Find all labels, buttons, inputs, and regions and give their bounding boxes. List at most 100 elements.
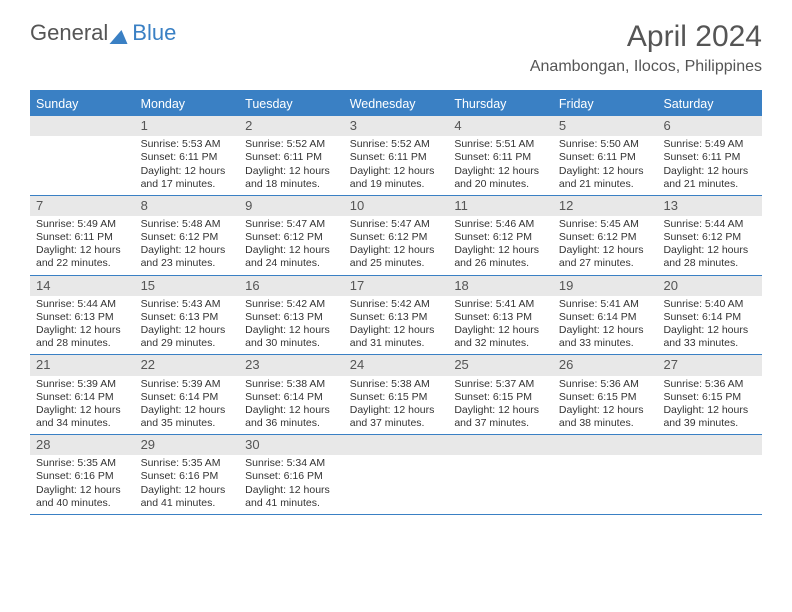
daylight-text: and 33 minutes. bbox=[663, 337, 758, 350]
daylight-text: Daylight: 12 hours bbox=[559, 324, 654, 337]
day-cell: 29Sunrise: 5:35 AMSunset: 6:16 PMDayligh… bbox=[135, 435, 240, 514]
day-number: 16 bbox=[239, 276, 344, 296]
daylight-text: Daylight: 12 hours bbox=[350, 165, 445, 178]
day-cell: 12Sunrise: 5:45 AMSunset: 6:12 PMDayligh… bbox=[553, 196, 658, 275]
day-body: Sunrise: 5:36 AMSunset: 6:15 PMDaylight:… bbox=[657, 378, 762, 431]
sunset-text: Sunset: 6:11 PM bbox=[454, 151, 549, 164]
day-body: Sunrise: 5:53 AMSunset: 6:11 PMDaylight:… bbox=[135, 138, 240, 191]
dow-header-row: SundayMondayTuesdayWednesdayThursdayFrid… bbox=[30, 92, 762, 116]
month-title: April 2024 bbox=[530, 20, 762, 54]
day-body: Sunrise: 5:48 AMSunset: 6:12 PMDaylight:… bbox=[135, 218, 240, 271]
day-number: 5 bbox=[553, 116, 658, 136]
day-number bbox=[30, 116, 135, 136]
sunrise-text: Sunrise: 5:46 AM bbox=[454, 218, 549, 231]
sunrise-text: Sunrise: 5:51 AM bbox=[454, 138, 549, 151]
dow-header-cell: Sunday bbox=[30, 92, 135, 116]
daylight-text: and 23 minutes. bbox=[141, 257, 236, 270]
daylight-text: Daylight: 12 hours bbox=[36, 324, 131, 337]
sunset-text: Sunset: 6:12 PM bbox=[141, 231, 236, 244]
daylight-text: and 21 minutes. bbox=[559, 178, 654, 191]
sunrise-text: Sunrise: 5:45 AM bbox=[559, 218, 654, 231]
day-cell: 28Sunrise: 5:35 AMSunset: 6:16 PMDayligh… bbox=[30, 435, 135, 514]
sunrise-text: Sunrise: 5:47 AM bbox=[245, 218, 340, 231]
day-body: Sunrise: 5:44 AMSunset: 6:12 PMDaylight:… bbox=[657, 218, 762, 271]
day-body: Sunrise: 5:52 AMSunset: 6:11 PMDaylight:… bbox=[239, 138, 344, 191]
day-body: Sunrise: 5:45 AMSunset: 6:12 PMDaylight:… bbox=[553, 218, 658, 271]
day-body: Sunrise: 5:35 AMSunset: 6:16 PMDaylight:… bbox=[135, 457, 240, 510]
daylight-text: Daylight: 12 hours bbox=[350, 324, 445, 337]
day-cell bbox=[344, 435, 449, 514]
daylight-text: Daylight: 12 hours bbox=[663, 244, 758, 257]
day-cell: 9Sunrise: 5:47 AMSunset: 6:12 PMDaylight… bbox=[239, 196, 344, 275]
day-number: 12 bbox=[553, 196, 658, 216]
day-number bbox=[448, 435, 553, 455]
daylight-text: Daylight: 12 hours bbox=[454, 324, 549, 337]
day-number: 14 bbox=[30, 276, 135, 296]
week-row: 14Sunrise: 5:44 AMSunset: 6:13 PMDayligh… bbox=[30, 276, 762, 356]
day-cell: 23Sunrise: 5:38 AMSunset: 6:14 PMDayligh… bbox=[239, 355, 344, 434]
day-body: Sunrise: 5:42 AMSunset: 6:13 PMDaylight:… bbox=[344, 298, 449, 351]
sunset-text: Sunset: 6:15 PM bbox=[350, 391, 445, 404]
daylight-text: Daylight: 12 hours bbox=[141, 165, 236, 178]
day-number: 22 bbox=[135, 355, 240, 375]
day-number: 28 bbox=[30, 435, 135, 455]
daylight-text: and 28 minutes. bbox=[663, 257, 758, 270]
header: General Blue April 2024 Anambongan, Iloc… bbox=[0, 0, 792, 84]
daylight-text: Daylight: 12 hours bbox=[559, 244, 654, 257]
day-cell: 22 Sunrise: 5:39 AMSunset: 6:14 PMDayligh… bbox=[135, 355, 240, 434]
day-number: 10 bbox=[344, 196, 449, 216]
day-number: 8 bbox=[135, 196, 240, 216]
dow-header-cell: Thursday bbox=[448, 92, 553, 116]
sunset-text: Sunset: 6:11 PM bbox=[245, 151, 340, 164]
day-body: Sunrise: 5:38 AMSunset: 6:15 PMDaylight:… bbox=[344, 378, 449, 431]
day-cell: 11Sunrise: 5:46 AMSunset: 6:12 PMDayligh… bbox=[448, 196, 553, 275]
day-cell: 16Sunrise: 5:42 AMSunset: 6:13 PMDayligh… bbox=[239, 276, 344, 355]
day-number: 24 bbox=[344, 355, 449, 375]
daylight-text: and 37 minutes. bbox=[350, 417, 445, 430]
day-number: 29 bbox=[135, 435, 240, 455]
sunrise-text: Sunrise: 5:39 AM bbox=[141, 378, 236, 391]
daylight-text: and 18 minutes. bbox=[245, 178, 340, 191]
day-cell: 27Sunrise: 5:36 AMSunset: 6:15 PMDayligh… bbox=[657, 355, 762, 434]
daylight-text: Daylight: 12 hours bbox=[454, 165, 549, 178]
day-number: 26 bbox=[553, 355, 658, 375]
sunrise-text: Sunrise: 5:36 AM bbox=[663, 378, 758, 391]
day-number: 21 bbox=[30, 355, 135, 375]
day-body: Sunrise: 5:47 AMSunset: 6:12 PMDaylight:… bbox=[344, 218, 449, 271]
sunset-text: Sunset: 6:16 PM bbox=[141, 470, 236, 483]
day-cell bbox=[448, 435, 553, 514]
day-number: 18 bbox=[448, 276, 553, 296]
day-cell bbox=[553, 435, 658, 514]
week-row: 1Sunrise: 5:53 AMSunset: 6:11 PMDaylight… bbox=[30, 116, 762, 196]
brand-part1: General bbox=[30, 20, 108, 46]
sunset-text: Sunset: 6:15 PM bbox=[559, 391, 654, 404]
sunset-text: Sunset: 6:14 PM bbox=[141, 391, 236, 404]
daylight-text: and 22 minutes. bbox=[36, 257, 131, 270]
sunrise-text: Sunrise: 5:39 AM bbox=[36, 378, 131, 391]
day-cell: 8Sunrise: 5:48 AMSunset: 6:12 PMDaylight… bbox=[135, 196, 240, 275]
sunset-text: Sunset: 6:16 PM bbox=[245, 470, 340, 483]
daylight-text: Daylight: 12 hours bbox=[559, 165, 654, 178]
sunset-text: Sunset: 6:11 PM bbox=[559, 151, 654, 164]
day-body: Sunrise: 5:42 AMSunset: 6:13 PMDaylight:… bbox=[239, 298, 344, 351]
sunset-text: Sunset: 6:15 PM bbox=[663, 391, 758, 404]
daylight-text: Daylight: 12 hours bbox=[245, 484, 340, 497]
daylight-text: Daylight: 12 hours bbox=[141, 404, 236, 417]
day-cell: 6Sunrise: 5:49 AMSunset: 6:11 PMDaylight… bbox=[657, 116, 762, 195]
daylight-text: Daylight: 12 hours bbox=[663, 324, 758, 337]
dow-header-cell: Wednesday bbox=[344, 92, 449, 116]
day-cell: 18Sunrise: 5:41 AMSunset: 6:13 PMDayligh… bbox=[448, 276, 553, 355]
day-number: 2 bbox=[239, 116, 344, 136]
day-number: 23 bbox=[239, 355, 344, 375]
daylight-text: Daylight: 12 hours bbox=[141, 324, 236, 337]
week-row: 7Sunrise: 5:49 AMSunset: 6:11 PMDaylight… bbox=[30, 196, 762, 276]
sunset-text: Sunset: 6:11 PM bbox=[350, 151, 445, 164]
day-number: 17 bbox=[344, 276, 449, 296]
sunset-text: Sunset: 6:13 PM bbox=[350, 311, 445, 324]
sunrise-text: Sunrise: 5:42 AM bbox=[350, 298, 445, 311]
sunrise-text: Sunrise: 5:40 AM bbox=[663, 298, 758, 311]
sunrise-text: Sunrise: 5:52 AM bbox=[350, 138, 445, 151]
brand-part2: Blue bbox=[132, 20, 176, 46]
location-subtitle: Anambongan, Ilocos, Philippines bbox=[530, 58, 762, 76]
calendar: SundayMondayTuesdayWednesdayThursdayFrid… bbox=[30, 90, 762, 515]
